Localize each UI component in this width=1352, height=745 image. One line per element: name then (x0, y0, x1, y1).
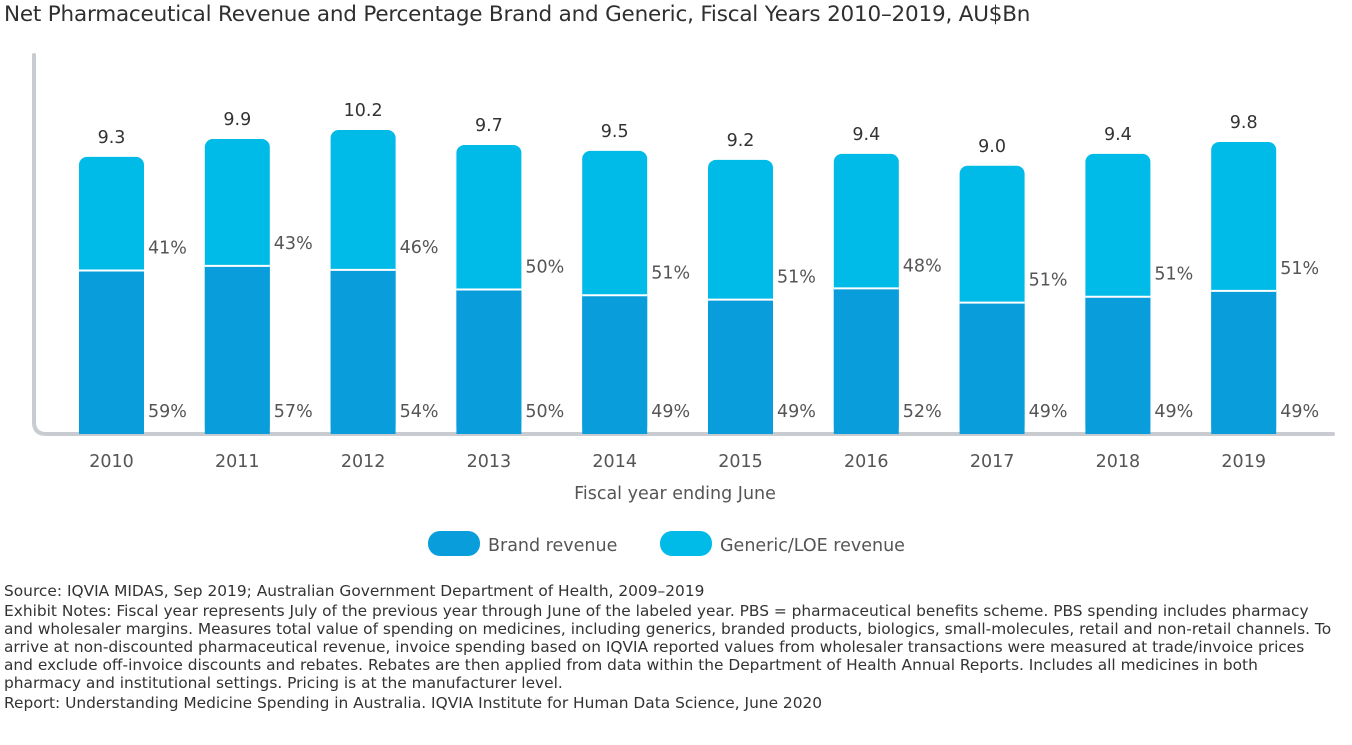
x-tick-label-2013: 2013 (467, 452, 512, 472)
x-tick-label-2011: 2011 (215, 452, 260, 472)
brand-percent-label-2019: 49% (1280, 402, 1319, 422)
chart-notes: Source: IQVIA MIDAS, Sep 2019; Australia… (4, 582, 1334, 714)
chart-title: Net Pharmaceutical Revenue and Percentag… (4, 2, 1031, 27)
x-tick-label-2017: 2017 (970, 452, 1015, 472)
total-label-2010: 9.3 (98, 128, 126, 148)
source-note: Source: IQVIA MIDAS, Sep 2019; Australia… (4, 582, 705, 600)
total-label-2012: 10.2 (344, 101, 383, 121)
brand-percent-label-2014: 49% (651, 402, 690, 422)
x-tick-label-2019: 2019 (1221, 452, 1266, 472)
generic-percent-label-2019: 51% (1280, 259, 1319, 279)
legend-label-generic: Generic/LOE revenue (720, 536, 905, 556)
bar-brand-2018 (1085, 296, 1151, 434)
brand-percent-label-2013: 50% (525, 402, 564, 422)
chart-axis-line (32, 53, 1335, 436)
x-tick-label-2012: 2012 (341, 452, 386, 472)
total-label-2017: 9.0 (978, 137, 1006, 157)
total-label-2013: 9.7 (475, 116, 503, 136)
generic-percent-label-2016: 48% (903, 256, 942, 276)
x-tick-label-2010: 2010 (89, 452, 134, 472)
generic-percent-label-2011: 43% (274, 234, 313, 254)
brand-percent-label-2012: 54% (400, 402, 439, 422)
stacked-bar-chart: 9.3 41% 59% 2010 9.9 43% 57% 2011 10.2 46% 54% 2012… (32, 53, 1335, 556)
brand-percent-label-2011: 57% (274, 402, 313, 422)
generic-percent-label-2015: 51% (777, 268, 816, 288)
legend-swatch-generic (660, 531, 712, 556)
total-label-2014: 9.5 (601, 122, 629, 142)
total-label-2018: 9.4 (1104, 125, 1132, 145)
x-tick-label-2016: 2016 (844, 452, 889, 472)
bar-brand-2010 (79, 270, 144, 434)
brand-percent-label-2017: 49% (1029, 402, 1068, 422)
x-tick-label-2015: 2015 (718, 452, 763, 472)
bar-brand-2011 (204, 265, 270, 434)
generic-percent-label-2013: 50% (525, 257, 564, 277)
report-note: Report: Understanding Medicine Spending … (4, 694, 823, 712)
total-label-2019: 9.8 (1230, 113, 1258, 133)
generic-percent-label-2010: 41% (148, 238, 187, 258)
x-tick-label-2018: 2018 (1096, 452, 1141, 472)
bar-brand-2017 (959, 302, 1025, 434)
generic-percent-label-2018: 51% (1154, 265, 1193, 285)
total-label-2016: 9.4 (852, 125, 880, 145)
bar-brand-2015 (708, 299, 773, 434)
total-label-2015: 9.2 (727, 131, 755, 151)
exhibit-notes: Exhibit Notes: Fiscal year represents Ju… (4, 602, 1332, 692)
legend-swatch-brand (428, 531, 480, 556)
brand-percent-label-2010: 59% (148, 402, 187, 422)
bar-brand-2014 (582, 295, 648, 434)
bar-brand-2012 (330, 269, 396, 434)
legend-label-brand: Brand revenue (488, 536, 617, 556)
bar-brand-2016 (833, 288, 899, 434)
brand-percent-label-2016: 52% (903, 402, 942, 422)
generic-percent-label-2014: 51% (651, 263, 690, 283)
brand-percent-label-2015: 49% (777, 402, 816, 422)
total-label-2011: 9.9 (223, 110, 251, 130)
bar-brand-2013 (456, 289, 522, 434)
generic-percent-label-2012: 46% (400, 238, 439, 258)
x-axis-title: Fiscal year ending June (574, 484, 776, 504)
generic-percent-label-2017: 51% (1029, 271, 1068, 291)
x-tick-label-2014: 2014 (592, 452, 637, 472)
bar-brand-2019 (1211, 290, 1277, 434)
brand-percent-label-2018: 49% (1154, 402, 1193, 422)
